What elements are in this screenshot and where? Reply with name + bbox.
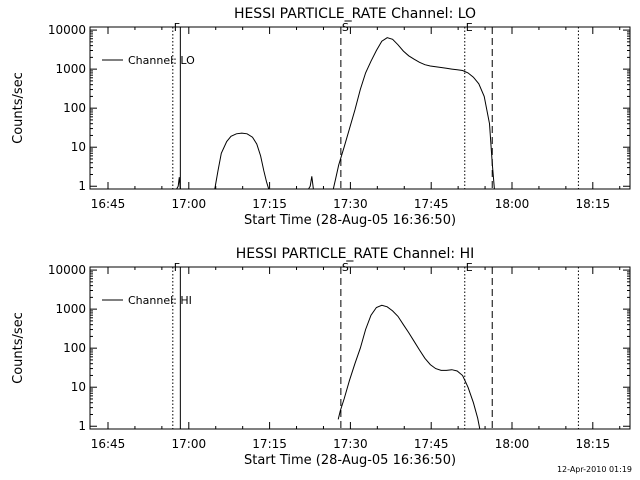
- x-tick-label: 17:15: [252, 197, 287, 211]
- y-tick-label: 10000: [48, 263, 86, 277]
- y-tick-label: 10: [71, 380, 86, 394]
- series-line: [337, 304, 481, 430]
- legend-label: Channel: HI: [128, 294, 192, 307]
- chart-title: HESSI PARTICLE_RATE Channel: LO: [234, 6, 476, 22]
- y-tick-label: 10: [71, 140, 86, 154]
- series-line: [332, 37, 495, 190]
- y-axis-label: Counts/sec: [11, 72, 26, 144]
- series-line: [214, 132, 270, 190]
- time-marker-label: E: [466, 261, 473, 274]
- y-tick-label: 100: [63, 341, 86, 355]
- x-axis-label: Start Time (28-Aug-05 16:36:50): [244, 213, 456, 228]
- x-tick-label: 17:30: [333, 437, 368, 451]
- plot-frame: [89, 26, 631, 190]
- series-line: [176, 177, 181, 190]
- x-tick-label: 17:45: [414, 437, 449, 451]
- x-tick-label: 18:00: [495, 197, 530, 211]
- y-tick-label: 1000: [55, 302, 86, 316]
- legend-label: Channel: LO: [128, 54, 195, 67]
- y-tick-label: 1000: [55, 62, 86, 76]
- y-tick-label: 1: [78, 179, 86, 193]
- x-tick-label: 16:45: [91, 197, 126, 211]
- x-tick-label: 17:00: [172, 437, 207, 451]
- chart-panel-2: HESSI PARTICLE_RATE Channel: HI 1 10 100 100…: [11, 246, 631, 468]
- chart-panel-1: HESSI PARTICLE_RATE Channel: LO 1 10 100 100…: [11, 6, 631, 228]
- x-tick-label: 17:00: [172, 197, 207, 211]
- x-tick-label: 16:45: [91, 437, 126, 451]
- x-tick-label: 17:15: [252, 437, 287, 451]
- y-tick-label: 1: [78, 419, 86, 433]
- chart-title: HESSI PARTICLE_RATE Channel: HI: [236, 246, 474, 262]
- time-marker-label: E: [466, 21, 473, 34]
- x-tick-label: 17:30: [333, 197, 368, 211]
- x-tick-label: 18:00: [495, 437, 530, 451]
- timestamp-label: 12-Apr-2010 01:19: [556, 465, 632, 474]
- x-tick-label: 17:45: [414, 197, 449, 211]
- x-tick-label: 18:15: [576, 197, 611, 211]
- y-tick-label: 100: [63, 101, 86, 115]
- x-axis-label: Start Time (28-Aug-05 16:36:50): [244, 453, 456, 468]
- y-tick-label: 10000: [48, 23, 86, 37]
- x-tick-label: 18:15: [576, 437, 611, 451]
- y-axis-label: Counts/sec: [11, 312, 26, 384]
- time-marker-label: S: [342, 261, 349, 274]
- series-line: [308, 176, 314, 190]
- time-marker-label: F: [174, 21, 180, 34]
- time-marker-label: F: [174, 261, 180, 274]
- time-marker-label: S: [342, 21, 349, 34]
